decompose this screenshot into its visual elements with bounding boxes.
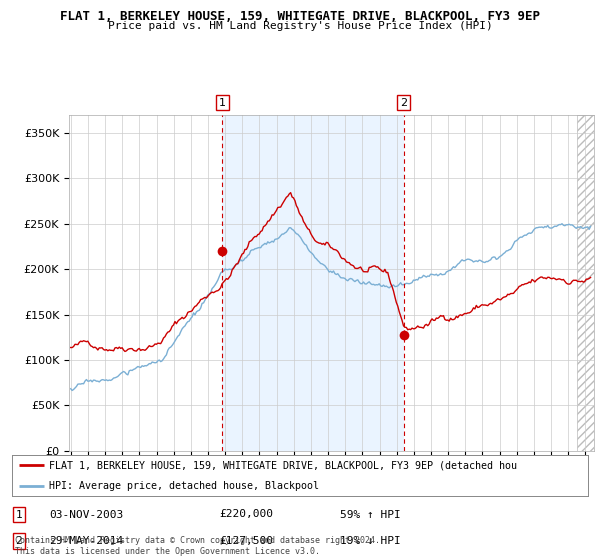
Text: £127,500: £127,500	[220, 536, 274, 546]
Text: £220,000: £220,000	[220, 510, 274, 520]
Text: 1: 1	[16, 510, 22, 520]
Bar	[223, 115, 404, 451]
Text: 59% ↑ HPI: 59% ↑ HPI	[340, 510, 401, 520]
Text: Contains HM Land Registry data © Crown copyright and database right 2024.
This d: Contains HM Land Registry data © Crown c…	[15, 536, 380, 556]
Text: FLAT 1, BERKELEY HOUSE, 159, WHITEGATE DRIVE, BLACKPOOL, FY3 9EP (detached hou: FLAT 1, BERKELEY HOUSE, 159, WHITEGATE D…	[49, 460, 517, 470]
Bar	[577, 115, 594, 451]
Text: 2: 2	[16, 536, 22, 546]
Text: 03-NOV-2003: 03-NOV-2003	[49, 510, 124, 520]
Text: 29-MAY-2014: 29-MAY-2014	[49, 536, 124, 546]
Text: 19% ↓ HPI: 19% ↓ HPI	[340, 536, 401, 546]
Text: HPI: Average price, detached house, Blackpool: HPI: Average price, detached house, Blac…	[49, 480, 319, 491]
Text: FLAT 1, BERKELEY HOUSE, 159, WHITEGATE DRIVE, BLACKPOOL, FY3 9EP: FLAT 1, BERKELEY HOUSE, 159, WHITEGATE D…	[60, 10, 540, 22]
Text: 1: 1	[219, 97, 226, 108]
Text: 2: 2	[400, 97, 407, 108]
Text: Price paid vs. HM Land Registry's House Price Index (HPI): Price paid vs. HM Land Registry's House …	[107, 21, 493, 31]
